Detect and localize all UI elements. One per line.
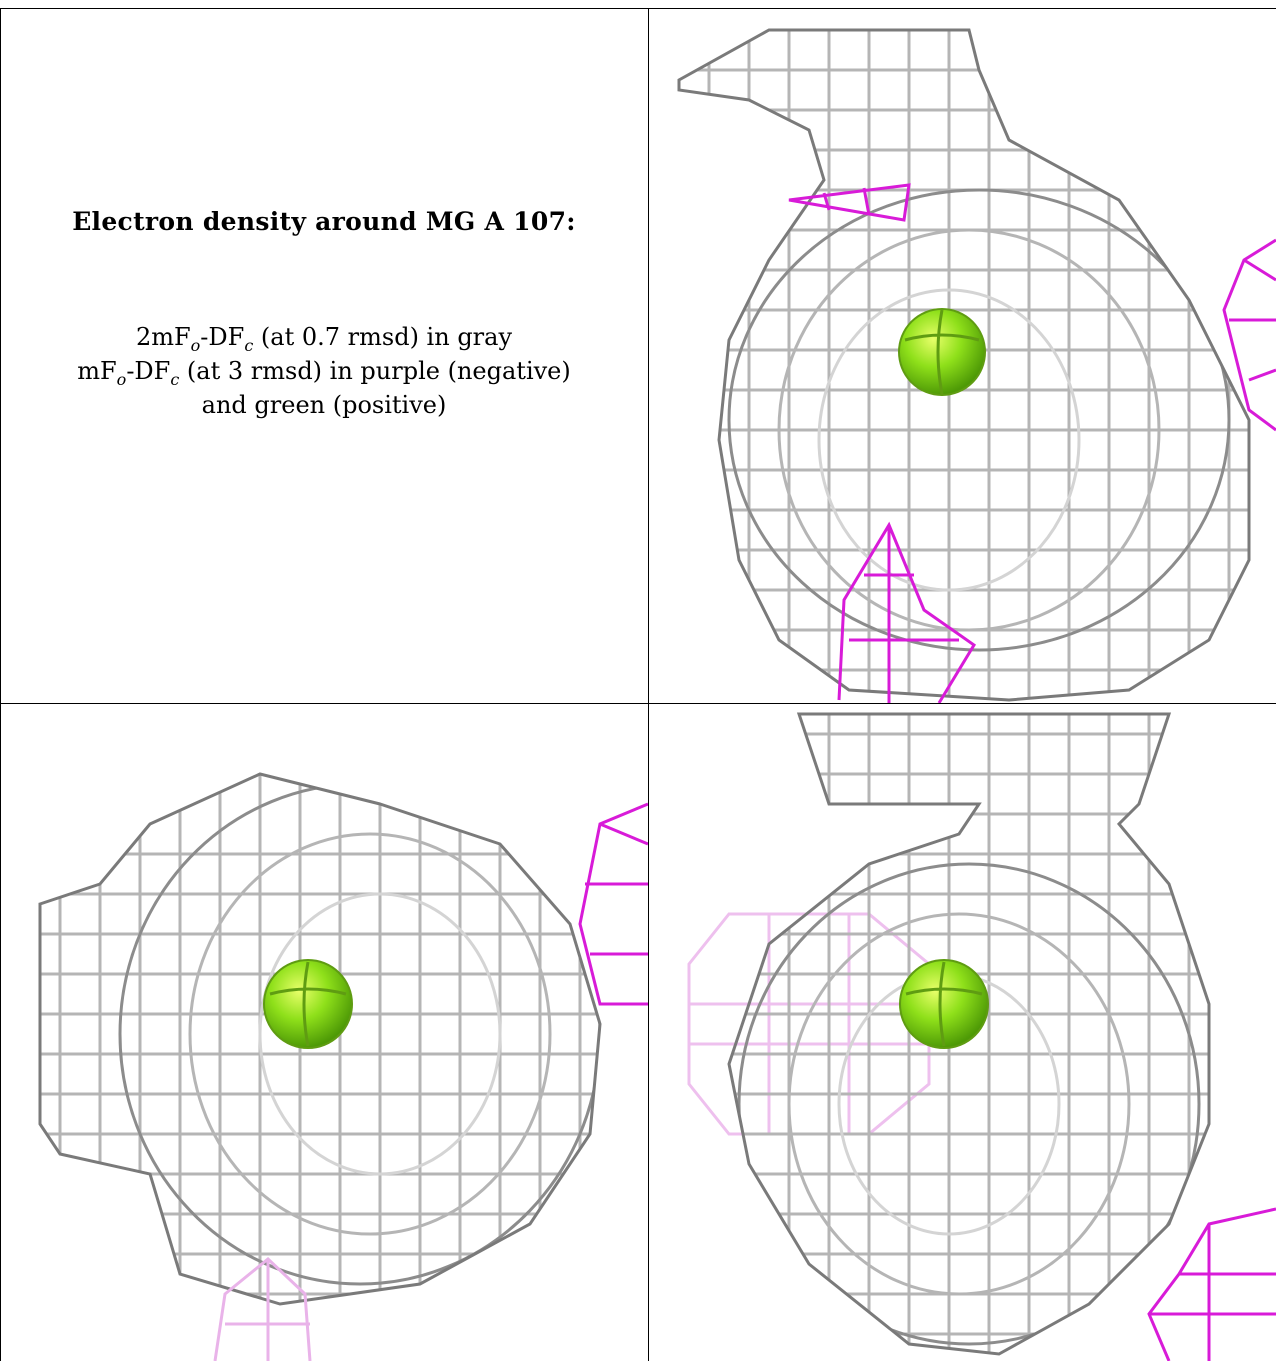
caption-line-fo-dfc: mFo-DFc (at 3 rmsd) in purple (negative) [77, 357, 571, 389]
mesh-outline [677, 28, 1251, 702]
negative-density-mesh-faded [213, 1257, 312, 1361]
magnesium-atom-sphere [898, 308, 986, 396]
table-rule-center [648, 8, 649, 1361]
mesh-outline [727, 712, 1211, 1356]
negative-density-mesh [578, 802, 648, 1006]
mesh-outline [38, 772, 602, 1306]
table-rule-left [0, 8, 1, 1361]
gray-mesh [729, 714, 1209, 1354]
negative-density-mesh [1147, 1207, 1276, 1361]
density-view-2 [0, 704, 648, 1361]
table-rule-top [0, 8, 1276, 9]
density-mesh-view-2 [38, 772, 648, 1361]
density-view-1 [649, 0, 1276, 703]
density-view-3 [649, 704, 1276, 1361]
density-mesh-view-3 [687, 712, 1276, 1361]
negative-density-mesh [788, 183, 1276, 703]
density-mesh-view-1 [677, 28, 1276, 703]
magnesium-atom-sphere [263, 959, 353, 1049]
caption-title: Electron density around MG A 107: [72, 207, 576, 236]
gray-mesh [679, 30, 1249, 700]
caption-line-green: and green (positive) [201, 391, 447, 419]
caption-cell: Electron density around MG A 107: 2mFo-D… [0, 0, 648, 703]
negative-density-mesh-faded [687, 912, 931, 1136]
magnesium-atom-sphere [899, 959, 989, 1049]
caption-line-2fo-dfc: 2mFo-DFc (at 0.7 rmsd) in gray [135, 323, 513, 355]
table-rule-middle [0, 703, 1276, 704]
